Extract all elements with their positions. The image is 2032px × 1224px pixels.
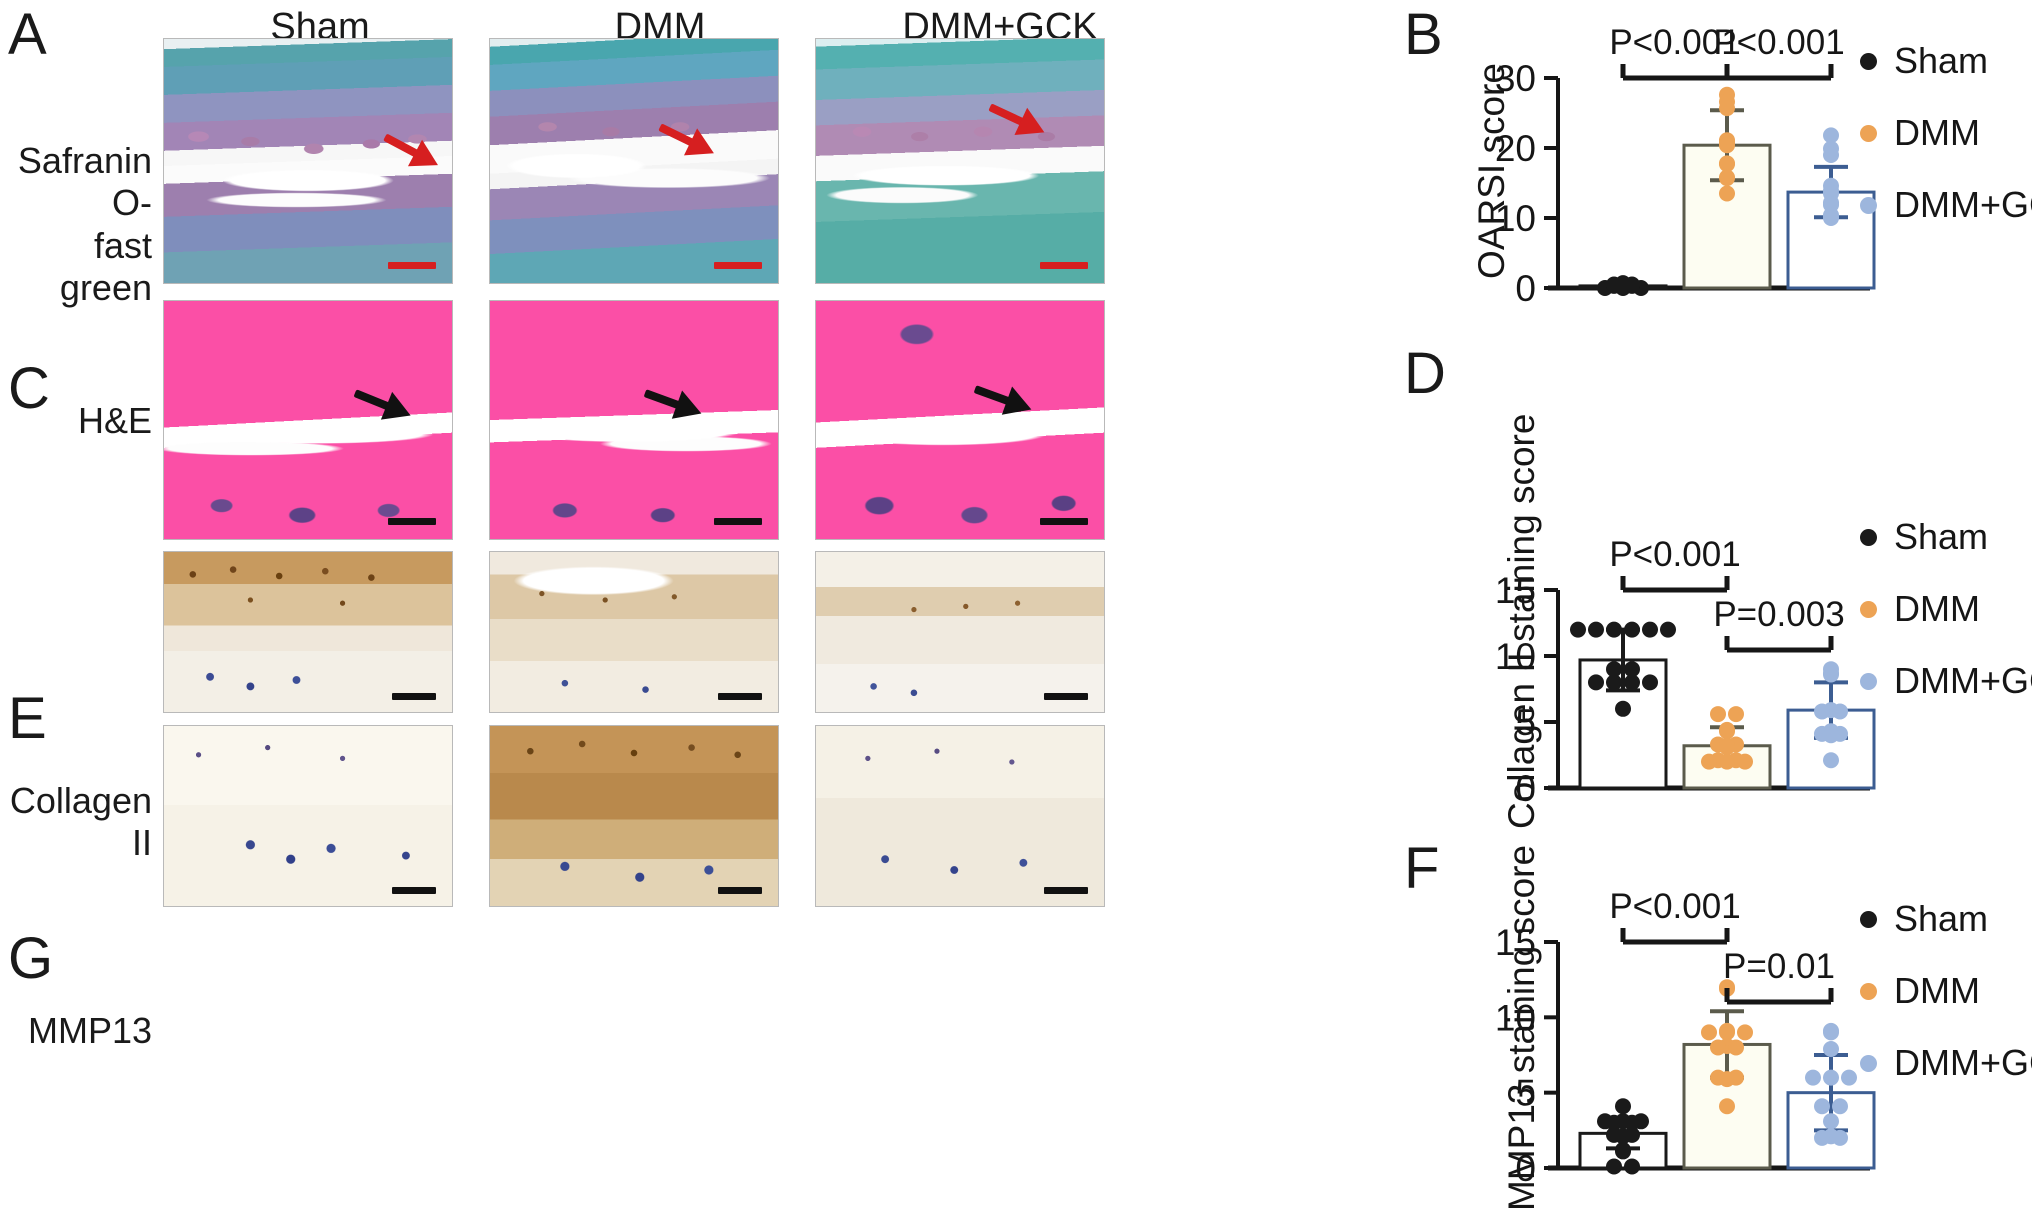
panel-letter-d: D xyxy=(1404,341,1446,406)
legend-label-sham: Sham xyxy=(1894,40,1989,81)
micrograph-he-dmm xyxy=(489,300,779,540)
legend-label-dmm: DMM xyxy=(1894,588,1980,629)
micrograph-mmp13-dmm xyxy=(489,725,779,907)
chart-panel-f: MMP13 staining score 0 5 10 15 P<0.001 P=0.01… xyxy=(1470,845,2032,1211)
legend-label-dmm-gck: DMM+GCK xyxy=(1894,1042,2032,1083)
chart-panel-d: Collagen II staining score 0 5 10 15 P<0.001… xyxy=(1470,414,2032,829)
panel-letter-g: G xyxy=(8,926,54,991)
row-label-he: H&E xyxy=(77,400,152,441)
scale-bar xyxy=(714,518,762,525)
legend-label-sham: Sham xyxy=(1894,898,1989,939)
svg-text:15: 15 xyxy=(1495,922,1536,963)
panel-letter-b: B xyxy=(1404,2,1443,67)
micrograph-safranin-dmm-gck xyxy=(815,38,1105,284)
panel-letter-a: A xyxy=(8,2,47,67)
scale-bar xyxy=(1044,693,1088,700)
svg-text:P<0.001: P<0.001 xyxy=(1713,23,1844,62)
chart-b-legend: Sham DMM DMM+GCK xyxy=(1860,40,2032,256)
chart-f-ylabel: MMP13 staining score xyxy=(1501,844,1542,1211)
chart-b-ylabel: OARSI score xyxy=(1471,63,1512,279)
scale-bar xyxy=(388,518,436,525)
legend-item-sham: Sham xyxy=(1860,516,2032,558)
chart-d-ylabel: Collagen II staining score xyxy=(1501,413,1542,829)
micrograph-col2-sham xyxy=(163,551,453,713)
svg-text:10: 10 xyxy=(1495,198,1536,239)
svg-text:0: 0 xyxy=(1515,1148,1536,1189)
scale-bar xyxy=(714,262,762,269)
chart-d-legend: Sham DMM DMM+GCK xyxy=(1860,516,2032,732)
svg-text:30: 30 xyxy=(1495,58,1536,99)
svg-text:20: 20 xyxy=(1495,128,1536,169)
row-label-mmp13: MMP13 xyxy=(27,1010,152,1051)
legend-label-dmm: DMM xyxy=(1894,970,1980,1011)
micrograph-col2-dmm xyxy=(489,551,779,713)
scale-bar xyxy=(392,887,436,894)
row-label-safranin-line2: fast green xyxy=(59,224,152,309)
svg-text:0: 0 xyxy=(1515,768,1536,809)
svg-text:10: 10 xyxy=(1495,636,1536,677)
micrograph-safranin-dmm xyxy=(489,38,779,284)
legend-dot-sham xyxy=(1860,52,1877,70)
micrograph-safranin-sham xyxy=(163,38,453,284)
chart-f-legend: Sham DMM DMM+GCK xyxy=(1860,898,2032,1114)
svg-text:5: 5 xyxy=(1515,1073,1536,1114)
chart-f-svg: 0 5 10 15 P<0.001 P=0.01 xyxy=(1495,887,1876,1189)
svg-text:5: 5 xyxy=(1515,702,1536,743)
legend-label-dmm: DMM xyxy=(1894,112,1980,153)
legend-label-sham: Sham xyxy=(1894,516,1989,557)
micrograph-col2-dmm-gck xyxy=(815,551,1105,713)
legend-dot-sham xyxy=(1860,528,1877,546)
row-label-safranin: Safranin O- fast green xyxy=(0,140,152,310)
micrograph-he-sham xyxy=(163,300,453,540)
row-label-safranin-line1: Safranin O- xyxy=(17,140,152,224)
micrograph-mmp13-dmm-gck xyxy=(815,725,1105,907)
panel-letter-f: F xyxy=(1404,836,1440,901)
legend-item-dmm: DMM xyxy=(1860,112,2032,154)
legend-label-dmm-gck: DMM+GCK xyxy=(1894,184,2032,225)
legend-dot-dmm xyxy=(1860,600,1877,618)
legend-dot-sham xyxy=(1860,910,1877,928)
scale-bar xyxy=(1040,518,1088,525)
svg-text:15: 15 xyxy=(1495,570,1536,611)
scale-bar xyxy=(1040,262,1088,269)
row-label-collagen2: Collagen II xyxy=(9,780,152,864)
svg-text:P<0.001: P<0.001 xyxy=(1609,23,1740,62)
legend-item-dmm: DMM xyxy=(1860,588,2032,630)
micrograph-he-dmm-gck xyxy=(815,300,1105,540)
svg-text:P=0.01: P=0.01 xyxy=(1723,947,1835,986)
svg-text:P=0.003: P=0.003 xyxy=(1713,595,1844,634)
scale-bar xyxy=(718,693,762,700)
scale-bar xyxy=(392,693,436,700)
legend-item-dmm-gck: DMM+GCK xyxy=(1860,1042,2032,1084)
legend-label-dmm-gck: DMM+GCK xyxy=(1894,660,2032,701)
svg-text:10: 10 xyxy=(1495,997,1536,1038)
chart-d-svg: 0 5 10 15 P<0.001 P=0.003 xyxy=(1495,535,1876,809)
legend-item-sham: Sham xyxy=(1860,898,2032,940)
legend-dot-dmm-gck xyxy=(1860,672,1877,690)
scale-bar xyxy=(388,262,436,269)
chart-panel-b: OARSI score 0 10 20 30 P<0.001 P<0.001 Sham D… xyxy=(1470,23,2032,310)
legend-item-dmm-gck: DMM+GCK xyxy=(1860,660,2032,702)
legend-item-sham: Sham xyxy=(1860,40,2032,82)
panel-letter-c: C xyxy=(8,356,50,421)
svg-text:P<0.001: P<0.001 xyxy=(1609,535,1740,574)
legend-dot-dmm xyxy=(1860,982,1877,1000)
svg-text:0: 0 xyxy=(1515,268,1536,309)
svg-text:P<0.001: P<0.001 xyxy=(1609,887,1740,926)
legend-dot-dmm xyxy=(1860,124,1877,142)
legend-dot-dmm-gck xyxy=(1860,1054,1877,1072)
legend-item-dmm: DMM xyxy=(1860,970,2032,1012)
panel-letter-e: E xyxy=(8,686,47,751)
scale-bar xyxy=(1044,887,1088,894)
micrograph-mmp13-sham xyxy=(163,725,453,907)
scale-bar xyxy=(718,887,762,894)
legend-item-dmm-gck: DMM+GCK xyxy=(1860,184,2032,226)
legend-dot-dmm-gck xyxy=(1860,196,1877,214)
